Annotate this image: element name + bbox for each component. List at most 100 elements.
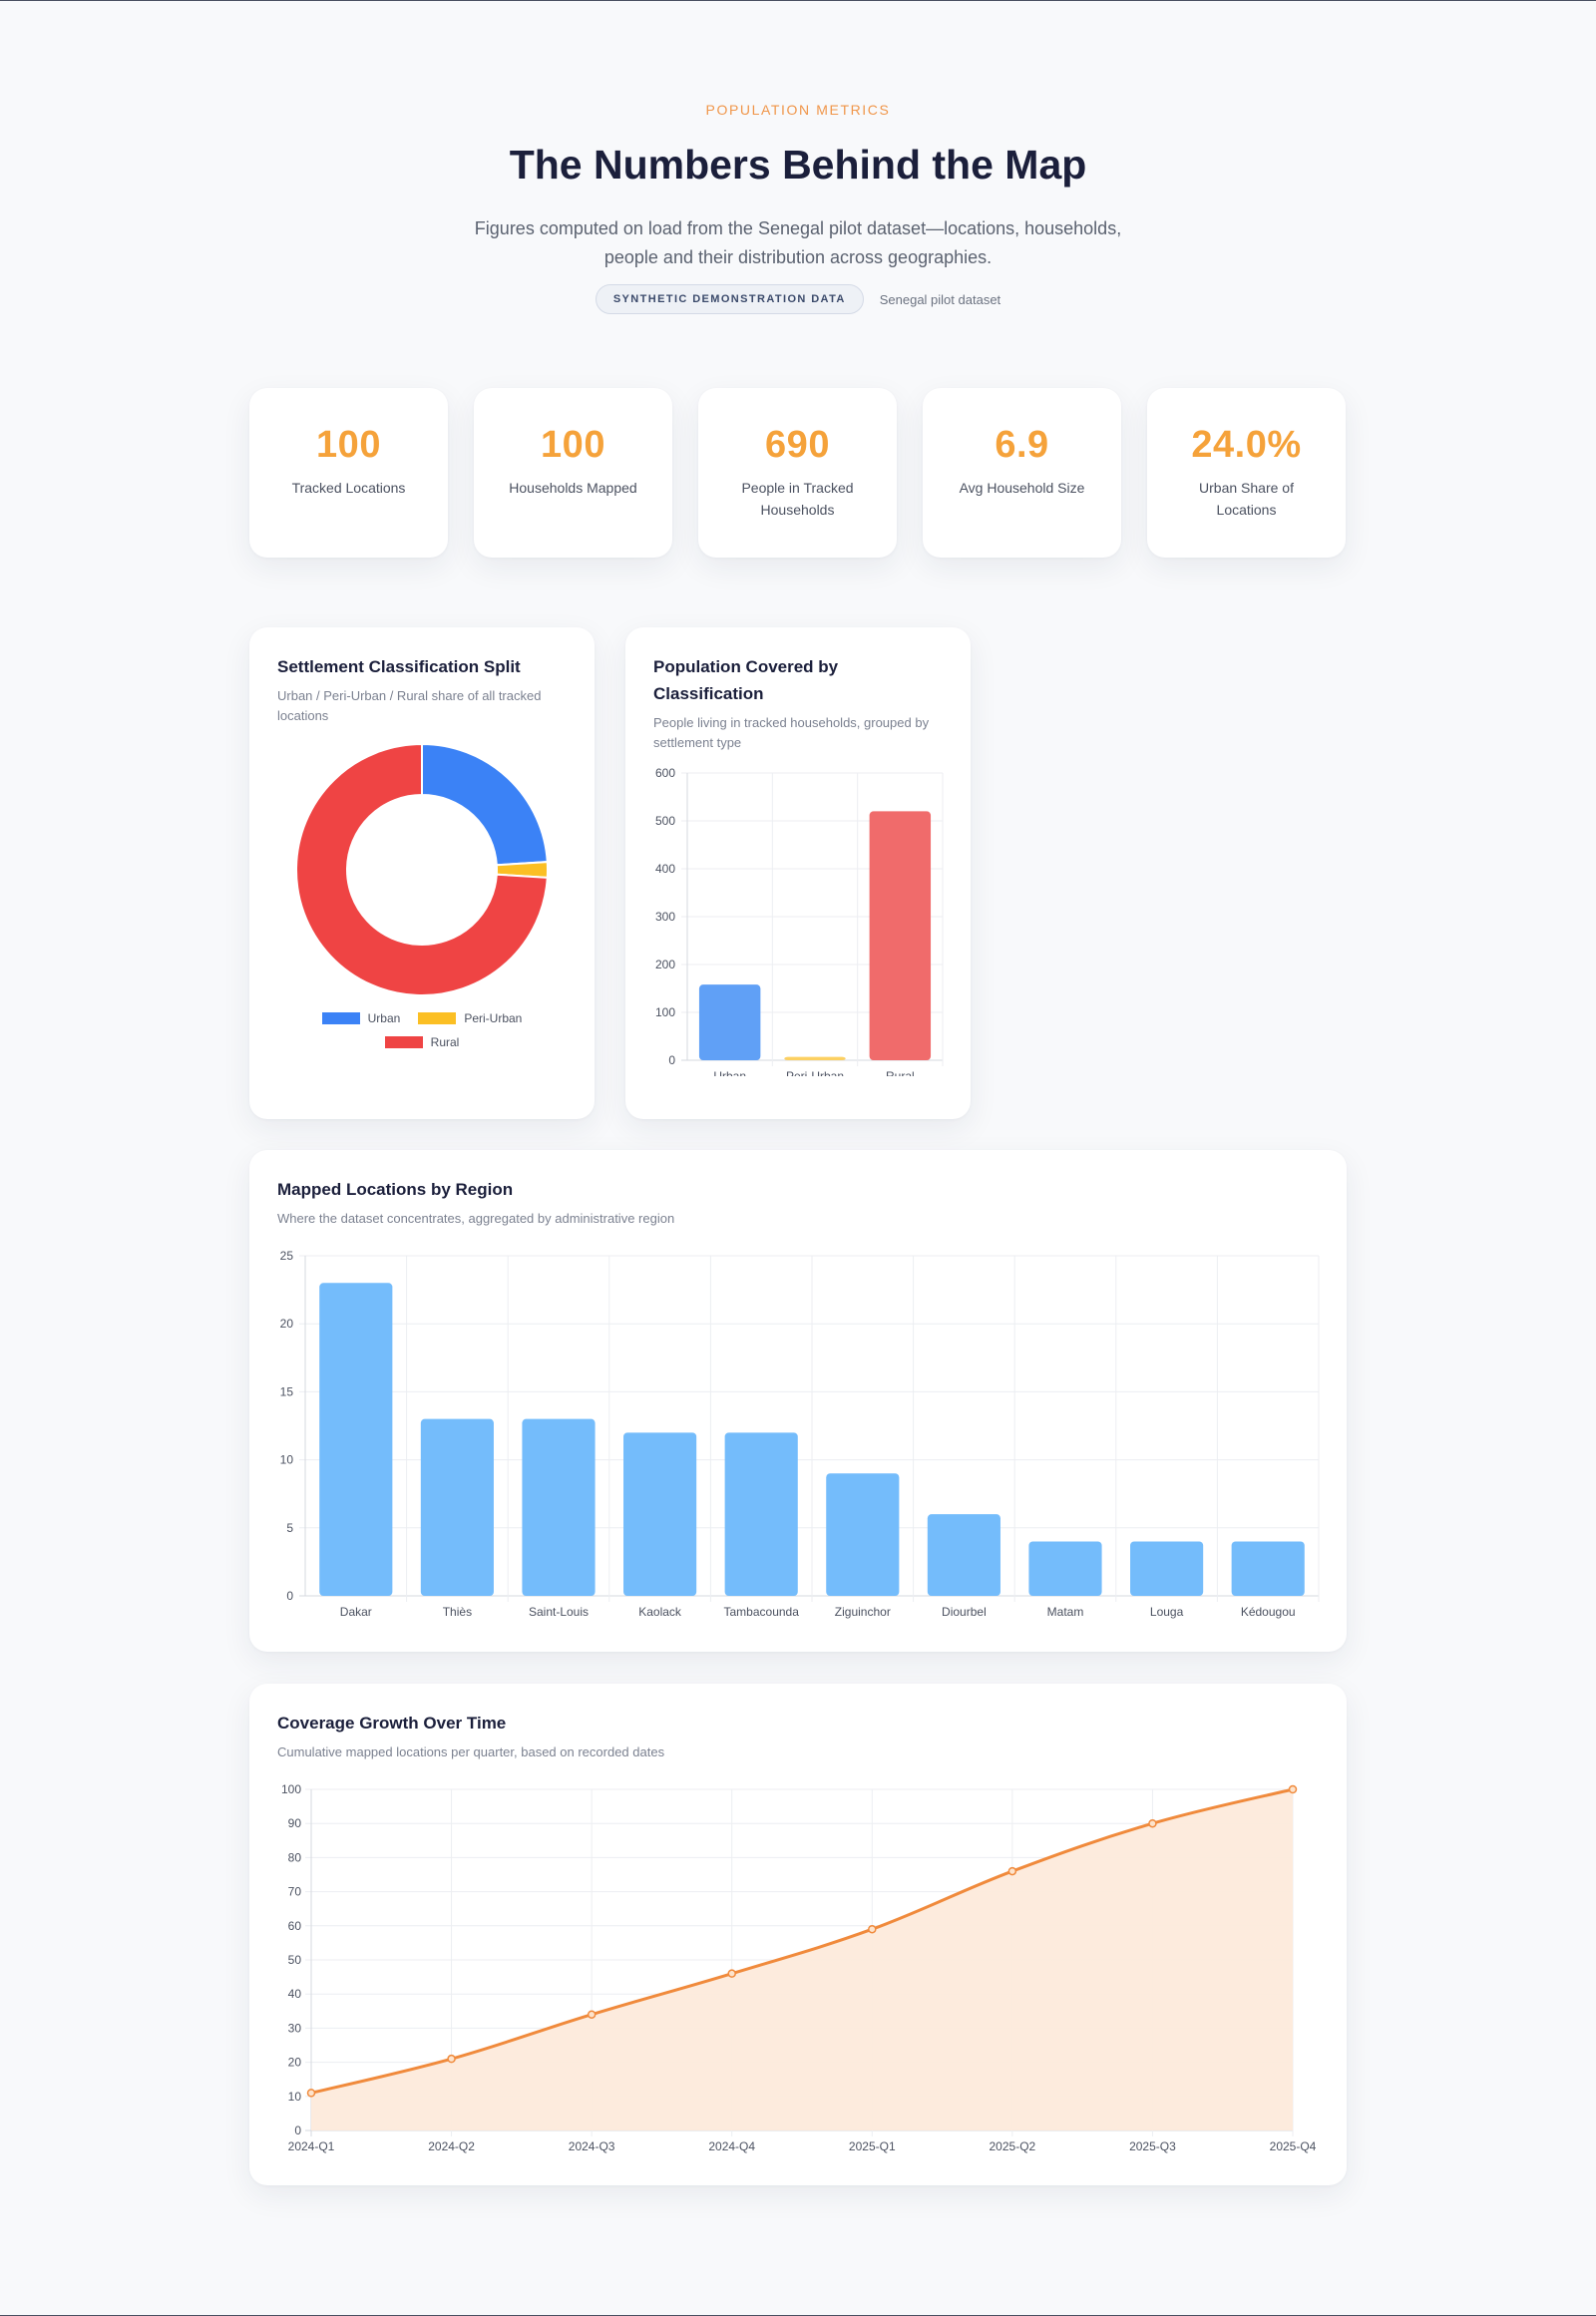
stat-label: Urban Share of Locations [1199, 480, 1294, 518]
chart-title: Mapped Locations by Region [277, 1180, 514, 1199]
x-tick-label: 2024-Q1 [288, 2139, 335, 2153]
data-point-2024-q1 [306, 2089, 316, 2098]
y-tick-label: 0 [286, 1589, 293, 1603]
stat-card-households-mapped: 100 Households Mapped [474, 388, 672, 558]
y-tick-label: 25 [280, 1250, 294, 1263]
stat-value: 100 [541, 424, 605, 466]
x-tick-label: Kédougou [1241, 1605, 1296, 1619]
bar-saint-louis [522, 1418, 596, 1596]
x-tick-label: 2024-Q4 [708, 2139, 755, 2153]
y-tick-label: 500 [655, 814, 675, 828]
bar-urban [698, 984, 761, 1060]
y-tick-label: 400 [655, 862, 675, 876]
chart-title: Settlement Classification Split [277, 657, 521, 676]
stat-label: Tracked Locations [291, 480, 406, 496]
area-fill [311, 1789, 1293, 2130]
bar-thi-s [420, 1418, 494, 1596]
legend-swatch [384, 1036, 423, 1048]
donut-slice-rural [295, 742, 549, 996]
donut-slice-urban [421, 742, 549, 867]
stat-label: Avg Household Size [959, 480, 1085, 496]
stat-card-urban-share: 24.0% Urban Share of Locations [1147, 388, 1346, 558]
y-tick-label: 40 [288, 1987, 302, 2001]
y-tick-label: 5 [286, 1521, 293, 1535]
population-chart-card: Population Covered by Classification Peo… [625, 627, 971, 1119]
dataset-label: Senegal pilot dataset [879, 291, 1001, 307]
x-tick-label: Matam [1047, 1605, 1084, 1619]
bar-dakar [319, 1283, 393, 1596]
stat-card-tracked-locations: 100 Tracked Locations [249, 388, 448, 558]
data-point-2024-q2 [447, 2054, 456, 2064]
data-point-2025-q1 [868, 1924, 877, 1934]
x-tick-label: Kaolack [638, 1605, 682, 1619]
legend-item-urban[interactable]: Urban [321, 1011, 401, 1025]
chart-subtitle: Urban / Peri-Urban / Rural share of all … [277, 688, 542, 723]
bar-rural [869, 811, 932, 1060]
bar-louga [1130, 1541, 1204, 1596]
chart-subtitle: People living in tracked households, gro… [653, 715, 930, 750]
y-tick-label: 30 [288, 2021, 302, 2035]
legend-label: Urban [367, 1011, 401, 1025]
y-tick-label: 70 [288, 1885, 302, 1899]
bar-kaolack [623, 1432, 697, 1596]
data-point-2024-q3 [587, 2010, 597, 2019]
stat-label: Households Mapped [509, 480, 637, 496]
stat-value: 690 [765, 424, 830, 466]
page-title: The Numbers Behind the Map [509, 142, 1087, 188]
page-subtitle: Figures computed on load from the Senega… [474, 218, 1122, 267]
legend-item-peri-urban[interactable]: Peri-Urban [418, 1011, 522, 1025]
x-tick-label: Urban [713, 1069, 746, 1076]
x-tick-label: Thiès [443, 1605, 472, 1619]
badge-row: SYNTHETIC DEMONSTRATION DATA Senegal pil… [0, 284, 1596, 314]
x-tick-label: Dakar [340, 1605, 372, 1619]
donut-chart [295, 742, 549, 996]
x-tick-label: Ziguinchor [835, 1605, 891, 1619]
legend-item-rural[interactable]: Rural [384, 1035, 460, 1049]
y-tick-label: 10 [288, 2090, 302, 2104]
page-header: POPULATION METRICS The Numbers Behind th… [0, 1, 1596, 314]
synthetic-data-badge: SYNTHETIC DEMONSTRATION DATA [595, 284, 864, 314]
y-tick-label: 100 [655, 1005, 675, 1019]
data-point-2025-q4 [1288, 1784, 1298, 1794]
data-point-2024-q4 [727, 1969, 736, 1978]
stat-value: 6.9 [995, 424, 1049, 466]
x-tick-label: 2025-Q1 [849, 2139, 896, 2153]
x-tick-label: 2025-Q4 [1270, 2139, 1317, 2153]
y-tick-label: 600 [655, 767, 675, 780]
regions-chart-card: Mapped Locations by Region Where the dat… [249, 1150, 1347, 1652]
legend-label: Peri-Urban [464, 1011, 523, 1025]
y-tick-label: 20 [288, 2056, 302, 2070]
chart-subtitle: Cumulative mapped locations per quarter,… [277, 1744, 665, 1759]
x-tick-label: Saint-Louis [529, 1605, 589, 1619]
growth-chart-card: Coverage Growth Over Time Cumulative map… [249, 1684, 1347, 2185]
y-tick-label: 15 [280, 1384, 294, 1398]
stat-value: 100 [316, 424, 381, 466]
legend-label: Rural [430, 1035, 460, 1049]
growth-area-chart: 0 10 20 30 40 50 60 70 80 90 100 2024-Q1 2024-Q2 2024… [281, 1783, 1317, 2153]
y-tick-label: 20 [280, 1317, 294, 1331]
x-tick-label: Tambacounda [724, 1605, 800, 1619]
y-tick-label: 90 [288, 1816, 302, 1830]
x-tick-label: 2025-Q2 [990, 2139, 1036, 2153]
x-tick-label: Peri-Urban [786, 1069, 844, 1076]
stat-value: 24.0% [1191, 424, 1302, 466]
data-point-2025-q2 [1007, 1866, 1017, 1876]
growth-line [310, 1787, 1294, 2095]
bar-k-dougou [1231, 1541, 1305, 1596]
y-tick-label: 60 [288, 1919, 302, 1933]
y-tick-label: 0 [294, 2123, 301, 2137]
eyebrow: POPULATION METRICS [705, 102, 891, 118]
regions-bar-chart: 0 5 10 15 20 25 Dakar Thiès Saint-Louis Kaolack Ta… [280, 1250, 1320, 1619]
x-tick-label: Rural [886, 1069, 915, 1076]
stat-label: People in Tracked Households [741, 480, 854, 518]
legend-swatch [418, 1012, 457, 1024]
x-tick-label: Louga [1150, 1605, 1184, 1619]
bar-matam [1028, 1541, 1102, 1596]
bar-peri-urban [784, 1056, 846, 1060]
data-point-2025-q3 [1148, 1818, 1157, 1828]
stat-card-people: 690 People in Tracked Households [698, 388, 897, 558]
y-tick-label: 200 [655, 958, 675, 971]
x-tick-label: Diourbel [942, 1605, 987, 1619]
y-tick-label: 100 [281, 1783, 301, 1796]
stat-card-avg-household-size: 6.9 Avg Household Size [923, 388, 1121, 558]
